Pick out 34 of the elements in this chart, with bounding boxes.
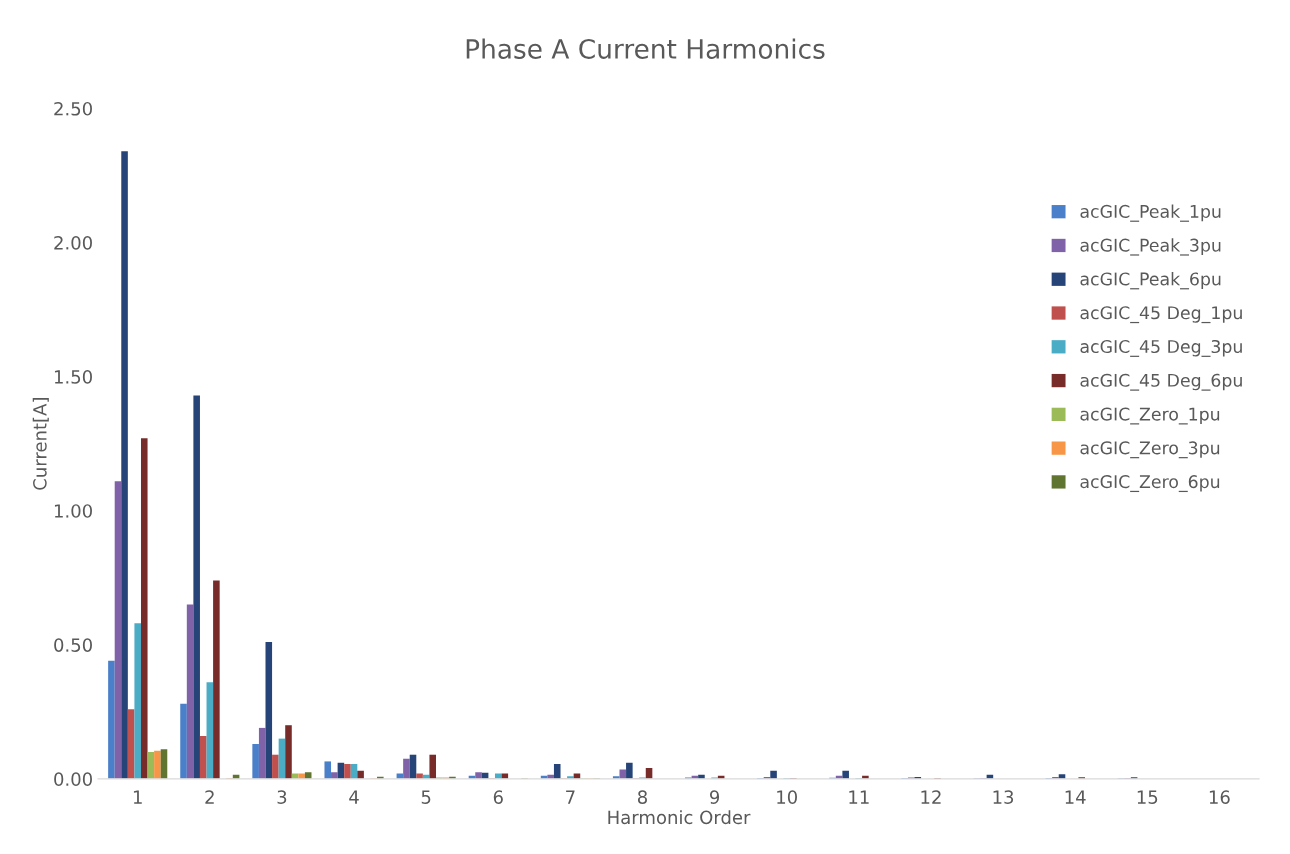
chart-title: Phase A Current Harmonics — [466, 38, 825, 59]
y-axis-title: Current[A] — [32, 398, 49, 490]
x-tick-label: 2 — [205, 790, 214, 804]
legend-label: acGIC_Peak_3pu — [1080, 238, 1221, 256]
y-tick-label: 1.50 — [54, 370, 92, 384]
x-tick-label: 9 — [709, 790, 720, 804]
y-tick-label: 2.00 — [54, 236, 92, 250]
x-tick-label: 3 — [277, 790, 287, 804]
x-tick-label: 6 — [493, 790, 503, 804]
y-tick-label: 0.00 — [54, 772, 92, 786]
x-tick-label: 7 — [566, 790, 575, 804]
x-axis-title: Harmonic Order — [608, 810, 751, 825]
x-tick-label: 10 — [777, 790, 797, 804]
y-tick-label: 1.00 — [54, 504, 92, 518]
x-tick-label: 8 — [637, 790, 647, 804]
x-tick-label: 1 — [133, 790, 142, 804]
x-tick-label: 16 — [1209, 790, 1230, 804]
legend-label: acGIC_45 Deg_1pu — [1080, 306, 1242, 324]
legend-label: acGIC_45 Deg_3pu — [1080, 339, 1242, 357]
legend-label: acGIC_Peak_6pu — [1080, 272, 1221, 290]
x-tick-label: 14 — [1065, 790, 1086, 804]
legend-label: acGIC_45 Deg_6pu — [1080, 373, 1242, 391]
x-tick-label: 11 — [849, 790, 869, 804]
legend-label: acGIC_Zero_6pu — [1080, 475, 1220, 493]
y-tick-label: 2.50 — [54, 101, 92, 116]
y-tick-label: 0.50 — [54, 638, 92, 652]
x-tick-label: 12 — [921, 790, 941, 804]
x-tick-label: 15 — [1137, 790, 1158, 804]
legend-label: acGIC_Zero_3pu — [1080, 441, 1220, 459]
x-tick-label: 4 — [349, 790, 359, 804]
legend-label: acGIC_Zero_1pu — [1080, 407, 1220, 425]
x-tick-label: 5 — [421, 790, 431, 804]
legend-label: acGIC_Peak_1pu — [1080, 204, 1221, 222]
x-tick-label: 13 — [993, 790, 1014, 804]
